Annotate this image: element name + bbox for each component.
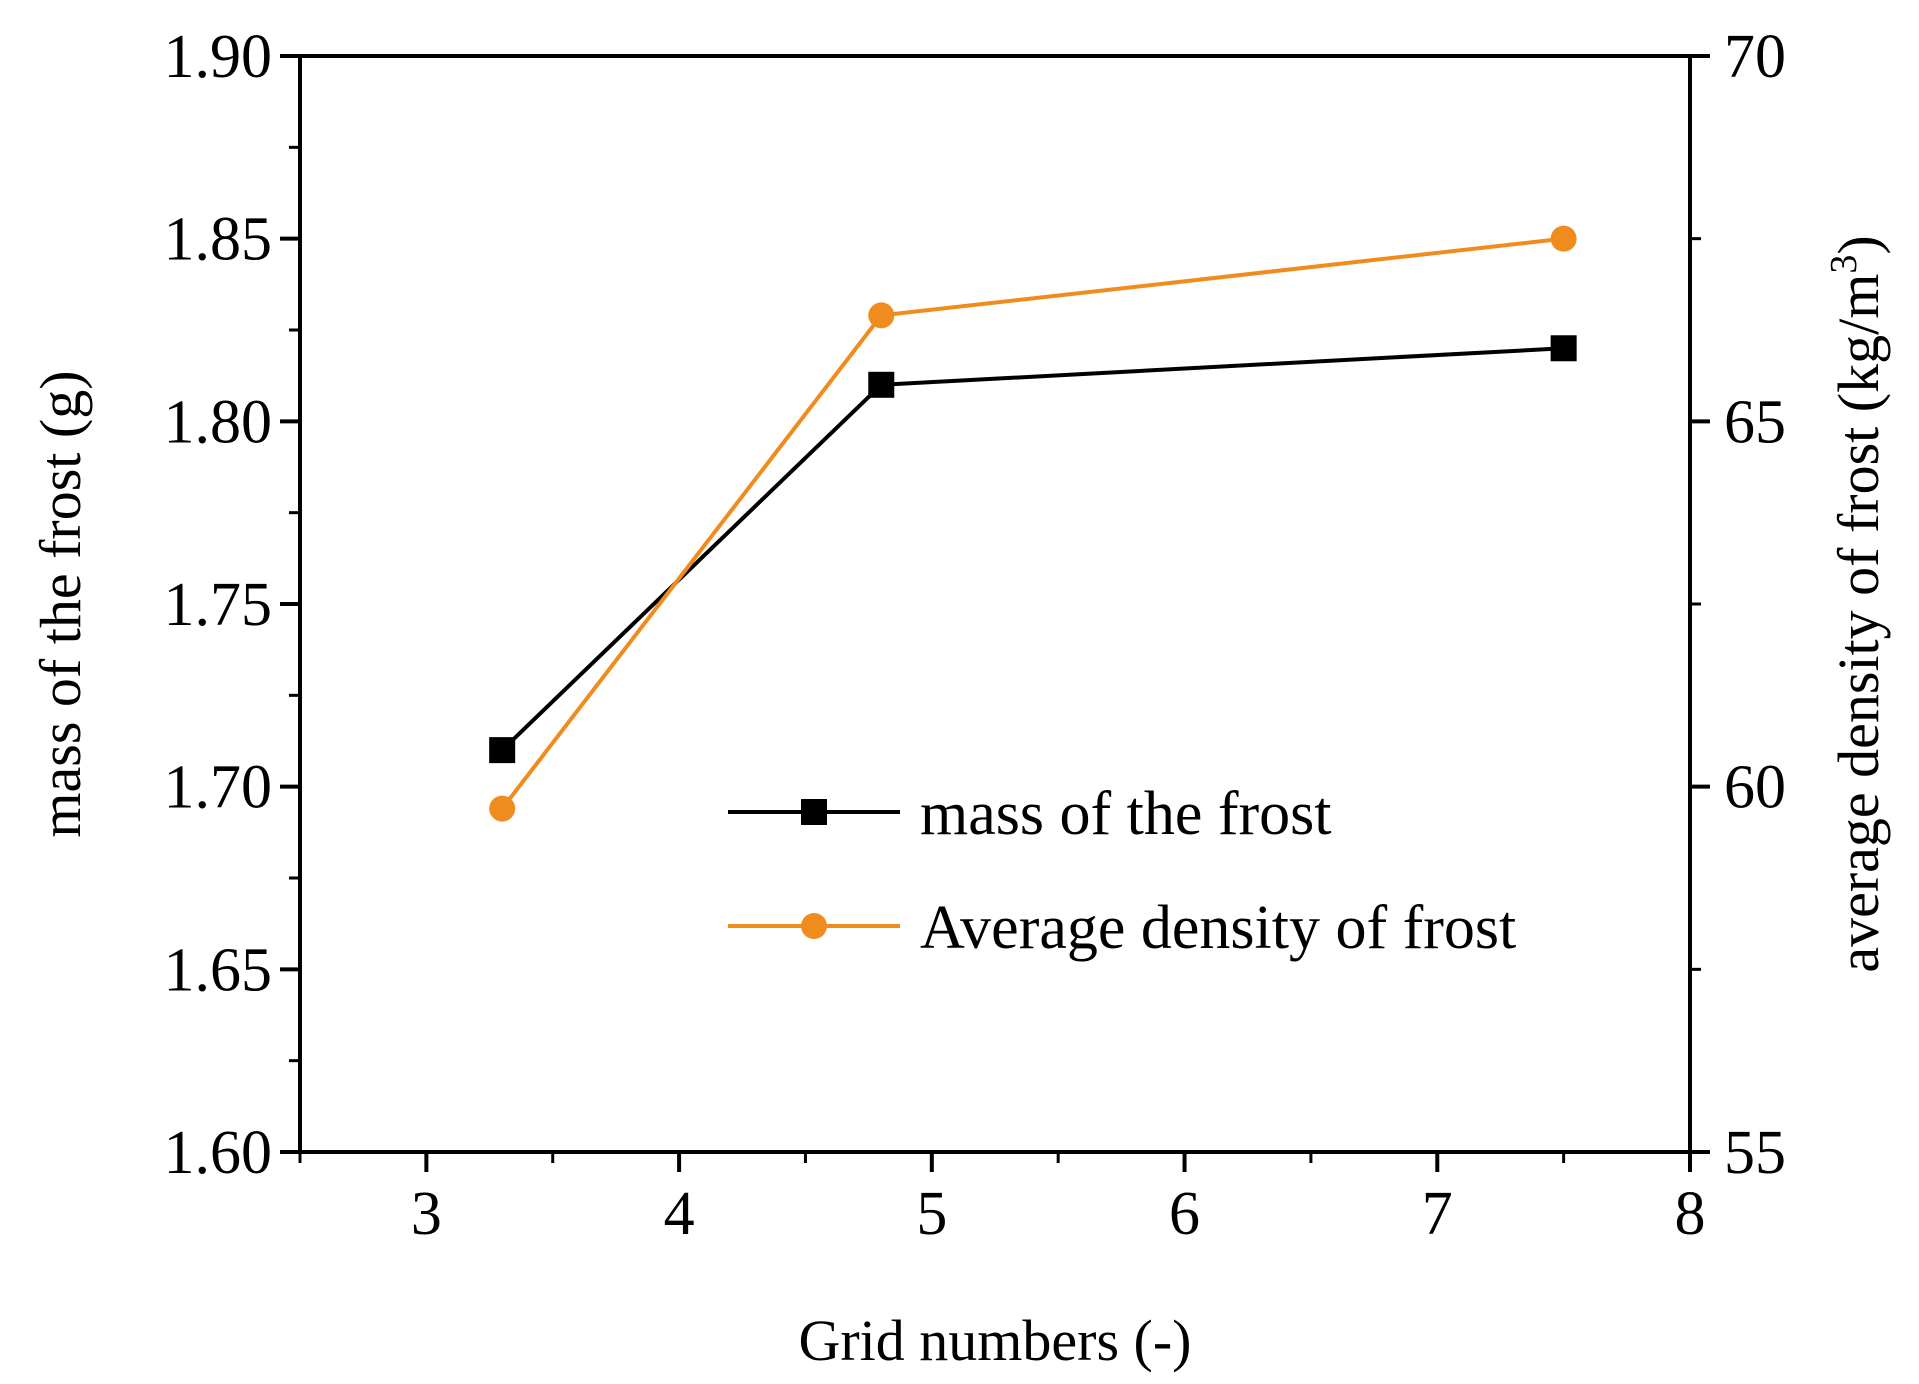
series-1-point-0 xyxy=(489,795,516,822)
legend-label-density: Average density of frost xyxy=(920,894,1516,962)
y-tick-label-6: 1.90 xyxy=(164,23,273,91)
y2-tick-label-1: 60 xyxy=(1724,754,1786,822)
x-tick-label-4: 7 xyxy=(1422,1180,1453,1248)
y2-axis-title-sup: 3 xyxy=(1823,255,1865,274)
series-layer xyxy=(489,225,1577,822)
legend-marker-mass xyxy=(801,799,827,825)
series-line-1 xyxy=(500,236,1564,810)
y2-tick-label-3: 70 xyxy=(1724,23,1786,91)
legend: mass of the frost Average density of fro… xyxy=(728,780,1516,962)
y-tick-label-3: 1.75 xyxy=(164,571,273,639)
y-tick-label-2: 1.70 xyxy=(164,754,273,822)
x-tick-label-1: 4 xyxy=(664,1180,695,1248)
y2-tick-label-2: 65 xyxy=(1724,388,1786,456)
x-tick-label-0: 3 xyxy=(411,1180,442,1248)
series-1-point-2 xyxy=(1550,225,1577,252)
series-0-point-2 xyxy=(1550,335,1577,362)
series-0-point-1 xyxy=(868,371,895,398)
legend-label-mass: mass of the frost xyxy=(920,780,1332,848)
y2-axis-title-main: average density of frost (kg/m xyxy=(1826,274,1891,973)
plot-frame xyxy=(298,54,1692,1154)
y-axis-title: mass of the frost (g) xyxy=(28,370,93,837)
series-1-point-1 xyxy=(868,302,895,329)
x-tick-label-3: 6 xyxy=(1169,1180,1200,1248)
x-tick-label-2: 5 xyxy=(916,1180,947,1248)
y-tick-label-5: 1.85 xyxy=(164,206,273,274)
x-tick-label-5: 8 xyxy=(1675,1180,1706,1248)
y2-axis-title-close: ) xyxy=(1826,235,1891,254)
legend-marker-density xyxy=(801,913,827,939)
y2-axis-title: average density of frost (kg/m3) xyxy=(1823,235,1891,972)
series-0-point-0 xyxy=(489,737,516,764)
series-line-0 xyxy=(500,346,1564,752)
y-tick-label-4: 1.80 xyxy=(164,388,273,456)
y-tick-label-0: 1.60 xyxy=(164,1119,273,1187)
y2-tick-label-0: 55 xyxy=(1724,1119,1786,1187)
y-tick-label-1: 1.65 xyxy=(164,936,273,1004)
ticks: 3 4 5 6 7 8 1.60 1.65 1.70 1.75 1.80 1.85 1.90 55 60 65… xyxy=(164,23,1787,1248)
x-axis-title: Grid numbers (-) xyxy=(798,1308,1191,1373)
